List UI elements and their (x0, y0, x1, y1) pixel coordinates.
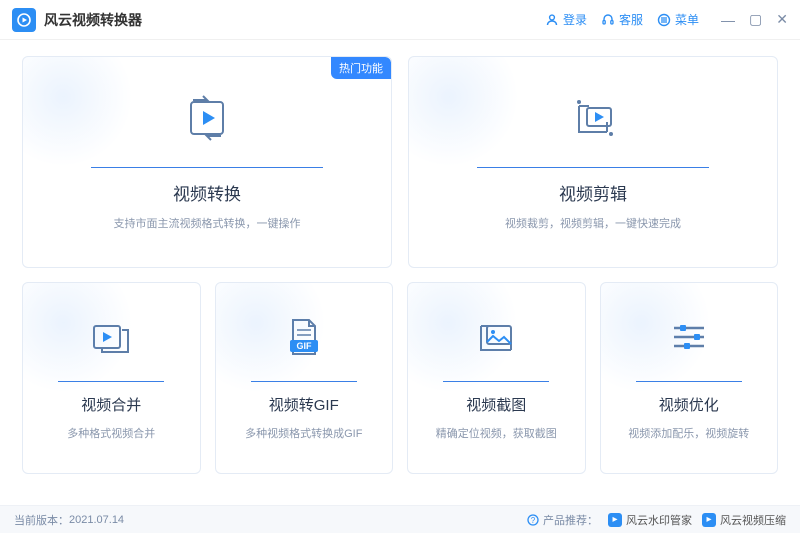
underline (251, 381, 357, 382)
svg-text:GIF: GIF (296, 341, 312, 351)
menu-link[interactable]: 菜单 (657, 11, 699, 28)
app-logo (12, 8, 36, 32)
headset-icon (601, 13, 615, 27)
support-link[interactable]: 客服 (601, 11, 643, 28)
card-video-optimize[interactable]: 视频优化 视频添加配乐，视频旋转 (600, 282, 779, 474)
screenshot-icon (473, 307, 519, 367)
statusbar: 当前版本： 2021.07.14 ? 产品推荐： ▸ 风云水印管家 ▸ 风云视频压缩 (0, 505, 800, 533)
rec2-label: 风云视频压缩 (720, 512, 786, 528)
recommend-compress[interactable]: ▸ 风云视频压缩 (702, 512, 786, 528)
card-title: 视频转GIF (269, 394, 339, 415)
bottom-row: 视频合并 多种格式视频合并 GIF 视频转GIF 多种视频格式转换成GIF 视频… (22, 282, 778, 474)
app-title: 风云视频转换器 (44, 10, 545, 30)
card-video-edit[interactable]: 视频剪辑 视频裁剪，视频剪辑，一键快速完成 (408, 56, 778, 268)
login-link[interactable]: 登录 (545, 11, 587, 28)
login-label: 登录 (563, 11, 587, 28)
version-label: 当前版本： (14, 512, 69, 528)
rec1-label: 风云水印管家 (626, 512, 692, 528)
hot-badge: 热门功能 (331, 57, 391, 79)
card-desc: 视频裁剪，视频剪辑，一键快速完成 (499, 215, 687, 231)
card-title: 视频截图 (466, 394, 526, 415)
card-desc: 视频添加配乐，视频旋转 (622, 425, 755, 441)
underline (443, 381, 549, 382)
card-desc: 支持市面主流视频格式转换，一键操作 (108, 215, 307, 231)
card-video-screenshot[interactable]: 视频截图 精确定位视频，获取截图 (407, 282, 586, 474)
svg-text:?: ? (531, 516, 536, 525)
recommend-icon: ? (527, 514, 539, 526)
main-area: 热门功能 视频转换 支持市面主流视频格式转换，一键操作 视频剪辑 视频裁剪，视频… (0, 40, 800, 505)
titlebar: 风云视频转换器 登录 客服 菜单 — ▢ ✕ (0, 0, 800, 40)
card-title: 视频剪辑 (559, 180, 627, 205)
card-desc: 精确定位视频，获取截图 (430, 425, 563, 441)
underline (477, 167, 709, 168)
card-desc: 多种视频格式转换成GIF (239, 425, 368, 441)
card-video-merge[interactable]: 视频合并 多种格式视频合并 (22, 282, 201, 474)
optimize-icon (666, 307, 712, 367)
support-label: 客服 (619, 11, 643, 28)
top-row: 热门功能 视频转换 支持市面主流视频格式转换，一键操作 视频剪辑 视频裁剪，视频… (22, 56, 778, 268)
card-video-convert[interactable]: 热门功能 视频转换 支持市面主流视频格式转换，一键操作 (22, 56, 392, 268)
card-video-gif[interactable]: GIF 视频转GIF 多种视频格式转换成GIF (215, 282, 394, 474)
titlebar-actions: 登录 客服 菜单 — ▢ ✕ (545, 11, 788, 28)
recommend-label: 产品推荐： (543, 512, 598, 528)
maximize-button[interactable]: ▢ (749, 11, 762, 28)
window-controls: — ▢ ✕ (721, 11, 788, 28)
card-title: 视频转换 (173, 180, 241, 205)
card-desc: 多种格式视频合并 (61, 425, 161, 441)
card-title: 视频优化 (659, 394, 719, 415)
menu-label: 菜单 (675, 11, 699, 28)
close-button[interactable]: ✕ (776, 11, 788, 28)
user-icon (545, 13, 559, 27)
gif-icon: GIF (281, 307, 327, 367)
underline (91, 167, 323, 168)
compress-app-icon: ▸ (702, 513, 716, 527)
edit-icon (565, 83, 621, 153)
watermark-app-icon: ▸ (608, 513, 622, 527)
merge-icon (88, 307, 134, 367)
recommend-watermark[interactable]: ▸ 风云水印管家 (608, 512, 692, 528)
version-value: 2021.07.14 (69, 514, 124, 526)
minimize-button[interactable]: — (721, 12, 735, 28)
underline (58, 381, 164, 382)
menu-icon (657, 13, 671, 27)
card-title: 视频合并 (81, 394, 141, 415)
convert-icon (179, 83, 235, 153)
underline (636, 381, 742, 382)
